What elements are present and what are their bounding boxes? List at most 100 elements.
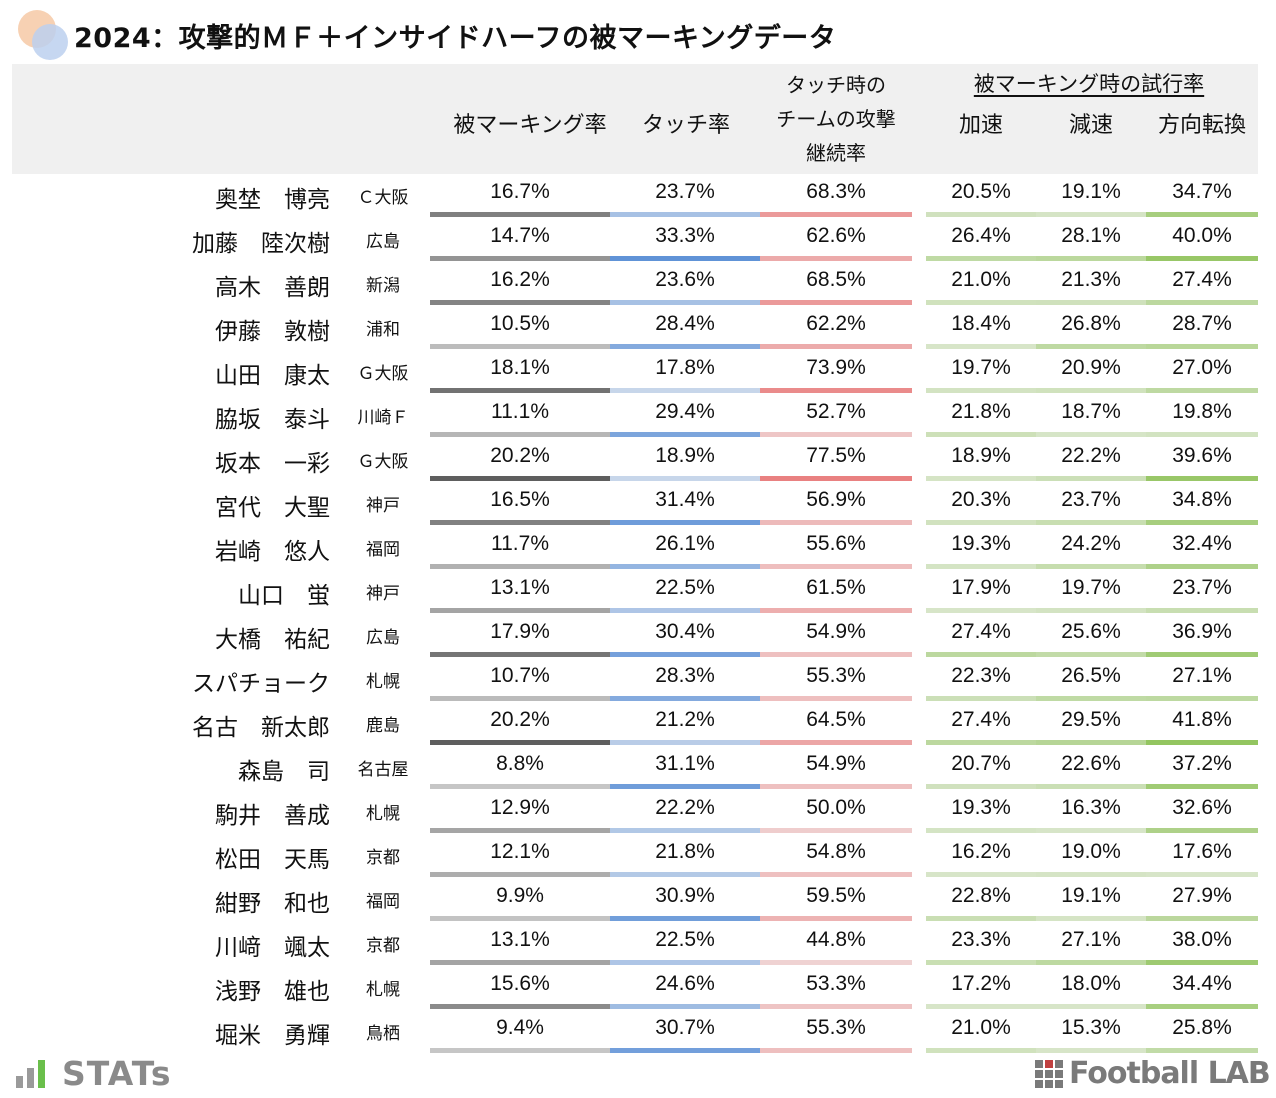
marking-bar xyxy=(430,1004,610,1009)
bar-track xyxy=(430,432,610,437)
bar-track xyxy=(610,872,760,877)
table-row: 大橋 祐紀 広島 17.9% 30.4% 54.9% 27.4% 25.6% 36.9% xyxy=(0,614,1276,658)
table-row: 堀米 勇輝 鳥栖 9.4% 30.7% 55.3% 21.0% 15.3% 25.8% xyxy=(0,1010,1276,1054)
touch-bar xyxy=(610,212,760,217)
team-name: 福岡 xyxy=(366,892,400,912)
bar-fill xyxy=(610,212,760,217)
bar-fill xyxy=(760,388,912,393)
marking-value: 16.2% xyxy=(490,268,550,291)
accel-bar xyxy=(926,652,1036,657)
decel-value: 27.1% xyxy=(1061,928,1121,951)
decel-value: 26.5% xyxy=(1061,664,1121,687)
bar-fill xyxy=(1036,784,1146,789)
bar-track xyxy=(610,960,760,965)
marking-bar xyxy=(430,784,610,789)
touch-value: 30.4% xyxy=(655,620,715,643)
bar-fill xyxy=(430,740,610,745)
bar-track xyxy=(760,432,912,437)
team-name: 新潟 xyxy=(366,276,400,296)
touch-bar xyxy=(610,608,760,613)
bar-fill xyxy=(760,432,912,437)
accel-value: 20.3% xyxy=(951,488,1011,511)
direction-value: 27.9% xyxy=(1172,884,1232,907)
attack-bar xyxy=(760,960,912,965)
table-row: 坂本 一彩 Ｇ大阪 20.2% 18.9% 77.5% 18.9% 22.2% 39.6% xyxy=(0,438,1276,482)
attack-bar xyxy=(760,872,912,877)
touch-bar xyxy=(610,476,760,481)
direction-value: 36.9% xyxy=(1172,620,1232,643)
marking-value: 8.8% xyxy=(496,752,544,775)
direction-bar xyxy=(1146,960,1258,965)
team-name: 札幌 xyxy=(366,980,400,1000)
attack-bar xyxy=(760,432,912,437)
bar-fill xyxy=(1146,608,1258,613)
marking-value: 16.7% xyxy=(490,180,550,203)
bar-fill xyxy=(760,520,912,525)
bar-track xyxy=(1036,784,1146,789)
marking-value: 13.1% xyxy=(490,928,550,951)
player-name: 松田 天馬 xyxy=(215,847,330,873)
accel-bar xyxy=(926,784,1036,789)
bar-track xyxy=(760,1004,912,1009)
bar-fill xyxy=(1146,696,1258,701)
bar-track xyxy=(430,564,610,569)
bar-fill xyxy=(926,828,1036,833)
team-name: 札幌 xyxy=(366,804,400,824)
attack-bar xyxy=(760,784,912,789)
team-name: 鹿島 xyxy=(366,716,400,736)
team-name: 神戸 xyxy=(366,496,400,516)
player-name: 山田 康太 xyxy=(215,363,330,389)
bar-track xyxy=(610,740,760,745)
direction-value: 28.7% xyxy=(1172,312,1232,335)
decel-bar xyxy=(1036,608,1146,613)
decel-value: 25.6% xyxy=(1061,620,1121,643)
bar-fill xyxy=(926,432,1036,437)
bar-fill xyxy=(1146,300,1258,305)
bar-fill xyxy=(926,564,1036,569)
header-marking-rate: 被マーキング率 xyxy=(453,113,607,138)
bar-fill xyxy=(430,388,610,393)
decel-value: 21.3% xyxy=(1061,268,1121,291)
header-team-attack: タッチ時の チームの攻撃 継続率 xyxy=(760,68,912,170)
marking-value: 9.4% xyxy=(496,1016,544,1039)
bar-fill xyxy=(610,828,760,833)
attack-value: 44.8% xyxy=(806,928,866,951)
marking-bar xyxy=(430,300,610,305)
bar-fill xyxy=(760,872,912,877)
bar-fill xyxy=(430,872,610,877)
bar-track xyxy=(760,652,912,657)
decel-bar xyxy=(1036,784,1146,789)
bar-fill xyxy=(760,256,912,261)
bar-fill xyxy=(760,1048,912,1053)
accel-value: 18.4% xyxy=(951,312,1011,335)
touch-value: 30.9% xyxy=(655,884,715,907)
bar-track xyxy=(926,1048,1036,1053)
bar-track xyxy=(1036,564,1146,569)
accel-bar xyxy=(926,960,1036,965)
decel-bar xyxy=(1036,652,1146,657)
bar-track xyxy=(430,872,610,877)
header-team-attack-line2: チームの攻撃 xyxy=(776,107,896,131)
player-name: 坂本 一彩 xyxy=(215,451,330,477)
marking-bar xyxy=(430,652,610,657)
direction-value: 32.6% xyxy=(1172,796,1232,819)
decel-bar xyxy=(1036,916,1146,921)
decel-bar xyxy=(1036,212,1146,217)
marking-value: 13.1% xyxy=(490,576,550,599)
accel-bar xyxy=(926,300,1036,305)
bar-fill xyxy=(1146,388,1258,393)
decel-value: 18.0% xyxy=(1061,972,1121,995)
table-row: 山田 康太 Ｇ大阪 18.1% 17.8% 73.9% 19.7% 20.9% 27.0% xyxy=(0,350,1276,394)
marking-bar xyxy=(430,388,610,393)
bar-track xyxy=(926,388,1036,393)
bar-fill xyxy=(430,432,610,437)
direction-value: 38.0% xyxy=(1172,928,1232,951)
touch-value: 24.6% xyxy=(655,972,715,995)
bar-fill xyxy=(1146,520,1258,525)
accel-bar xyxy=(926,256,1036,261)
bar-fill xyxy=(430,564,610,569)
bar-fill xyxy=(430,1048,610,1053)
decel-value: 26.8% xyxy=(1061,312,1121,335)
bar-track xyxy=(760,696,912,701)
touch-bar xyxy=(610,432,760,437)
